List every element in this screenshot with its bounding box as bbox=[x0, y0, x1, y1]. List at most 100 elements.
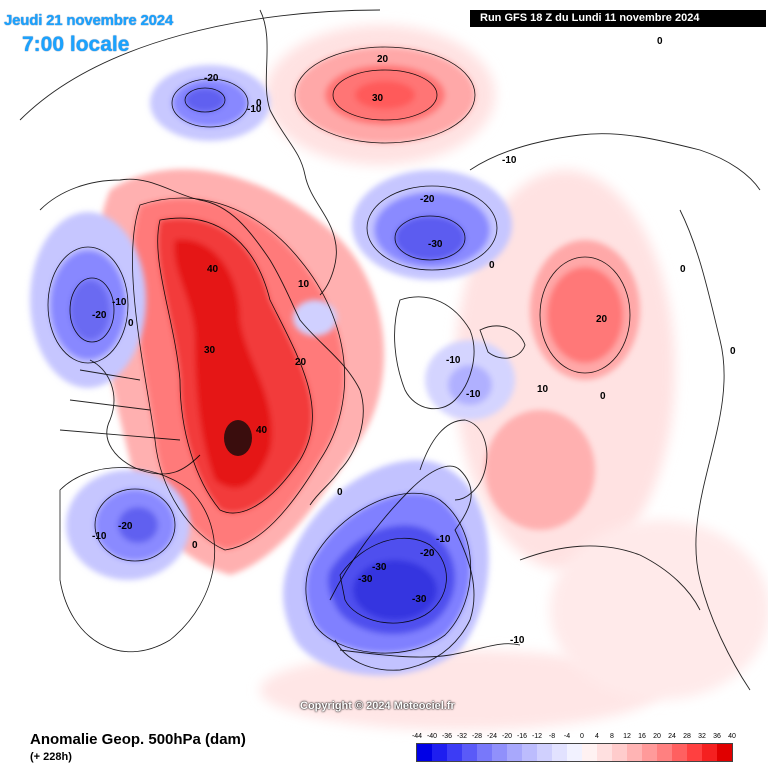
colorbar-tick-label: -28 bbox=[471, 733, 483, 740]
central-asia bbox=[519, 545, 701, 611]
contour-label: -30 bbox=[358, 574, 373, 585]
contour-label: 0 bbox=[128, 318, 134, 329]
contour-label: 10 bbox=[537, 384, 549, 395]
contour-labels: -20 -10 0 20 30 -10 -20 -30 0 -10 -20 0 … bbox=[92, 36, 736, 646]
colorbar-cell bbox=[477, 744, 492, 761]
contour-label: 0 bbox=[192, 540, 198, 551]
colorbar-cell bbox=[672, 744, 687, 761]
contour-label: -10 bbox=[510, 635, 525, 646]
colorbar-tick-label: -8 bbox=[548, 733, 556, 740]
colorbar-tick-label: 28 bbox=[683, 733, 691, 740]
colorbar-tick-label: 12 bbox=[623, 733, 631, 740]
ridge-core bbox=[224, 420, 252, 456]
colorbar-cell bbox=[432, 744, 447, 761]
colorbar-tick-label: -4 bbox=[563, 733, 571, 740]
contour-lines bbox=[47, 46, 631, 654]
colorbar-tick-label: 16 bbox=[638, 733, 646, 740]
colorbar-cell bbox=[657, 744, 672, 761]
asia-high bbox=[485, 240, 640, 530]
mediterranean bbox=[339, 643, 521, 658]
forecast-date: Jeudi 21 novembre 2024 bbox=[4, 12, 174, 29]
copyright-notice: Copyright © 2024 Meteociel.fr bbox=[300, 700, 455, 712]
contour-label: -10 bbox=[436, 534, 451, 545]
contour-label: 30 bbox=[372, 93, 384, 104]
east-asia-wash bbox=[550, 520, 768, 700]
colorbar-cell bbox=[507, 744, 522, 761]
colorbar-tick-label: -16 bbox=[516, 733, 528, 740]
colorbar-cell bbox=[612, 744, 627, 761]
forecast-time: 7:00 locale bbox=[22, 33, 130, 56]
colorbar-tick-label: 8 bbox=[610, 733, 614, 740]
siberia-coast bbox=[469, 133, 761, 191]
contour-label: -20 bbox=[118, 521, 133, 532]
contour-label: -20 bbox=[420, 194, 435, 205]
scandinavia-coast bbox=[419, 419, 488, 501]
west-na-low bbox=[30, 212, 146, 388]
contour-label: 20 bbox=[596, 314, 608, 325]
colorbar-tick-label: -24 bbox=[486, 733, 498, 740]
contour-label: -20 bbox=[204, 73, 219, 84]
colorbar-tick-label: 40 bbox=[728, 733, 736, 740]
colorbar-tick-label: -32 bbox=[456, 733, 468, 740]
colorbar-tick-label: 24 bbox=[668, 733, 676, 740]
contour-label: 40 bbox=[256, 425, 268, 436]
colorbar-tick-label: 36 bbox=[713, 733, 721, 740]
colorbar-cell bbox=[627, 744, 642, 761]
europe-coast bbox=[329, 465, 475, 671]
colorbar-cell bbox=[582, 744, 597, 761]
colorbar-tick-label: -40 bbox=[426, 733, 438, 740]
greenland-low bbox=[293, 300, 515, 420]
colorbar-cell bbox=[522, 744, 537, 761]
contour-label: 0 bbox=[337, 487, 343, 498]
colorbar-cell bbox=[417, 744, 432, 761]
equator-ring bbox=[19, 9, 381, 121]
colorbar-tick-label: 20 bbox=[653, 733, 661, 740]
pacific-high bbox=[295, 47, 475, 143]
colorbar-cell bbox=[717, 744, 732, 761]
contour-label: 20 bbox=[295, 357, 307, 368]
coastlines bbox=[19, 9, 761, 691]
contour-label: -10 bbox=[466, 389, 481, 400]
colorbar-cell bbox=[597, 744, 612, 761]
contour-label: 30 bbox=[204, 345, 216, 356]
colorbar-tick-label: -36 bbox=[441, 733, 453, 740]
contour-label: -10 bbox=[247, 104, 262, 115]
arctic-islands bbox=[479, 325, 526, 359]
colorbar-tick-labels: -44 -40 -36 -32 -28 -24 -20 -16 -12 -8 -4 0 4 8 12 16 20… bbox=[408, 733, 753, 743]
hudson-coast bbox=[89, 359, 201, 475]
colorbar-tick-label: 32 bbox=[698, 733, 706, 740]
contour-label: -30 bbox=[372, 562, 387, 573]
atlantic-low bbox=[66, 470, 190, 580]
asia-east-coast bbox=[679, 209, 751, 691]
contour-label: 0 bbox=[489, 260, 495, 271]
contour-label: 0 bbox=[680, 264, 686, 275]
colorbar-cell bbox=[492, 744, 507, 761]
contour-label: -10 bbox=[112, 297, 127, 308]
north-america-coast bbox=[39, 178, 364, 506]
contour-label: 20 bbox=[377, 54, 389, 65]
colorbar-cell bbox=[642, 744, 657, 761]
colorbar-legend bbox=[416, 743, 733, 762]
contour-label: -10 bbox=[446, 355, 461, 366]
colorbar-tick-label: -44 bbox=[411, 733, 423, 740]
alaska-coast bbox=[259, 9, 337, 296]
contour-label: 0 bbox=[256, 98, 262, 109]
colorbar-tick-label: -12 bbox=[531, 733, 543, 740]
contour-label: -30 bbox=[428, 239, 443, 250]
anomaly-shading bbox=[30, 25, 768, 730]
contour-label: -20 bbox=[92, 310, 107, 321]
run-info: Run GFS 18 Z du Lundi 11 novembre 2024 bbox=[470, 10, 766, 27]
greenland-outline bbox=[394, 296, 475, 410]
us-borders bbox=[59, 369, 181, 441]
colorbar-tick-label: 4 bbox=[595, 733, 599, 740]
colorbar-cell bbox=[537, 744, 552, 761]
colorbar-cell bbox=[567, 744, 582, 761]
europe-low bbox=[283, 460, 489, 676]
contour-label: -30 bbox=[412, 594, 427, 605]
lead-time: (+ 228h) bbox=[30, 751, 72, 763]
contour-label: 0 bbox=[657, 36, 663, 47]
colorbar-tick-label: 0 bbox=[580, 733, 584, 740]
contour-label: 0 bbox=[600, 391, 606, 402]
